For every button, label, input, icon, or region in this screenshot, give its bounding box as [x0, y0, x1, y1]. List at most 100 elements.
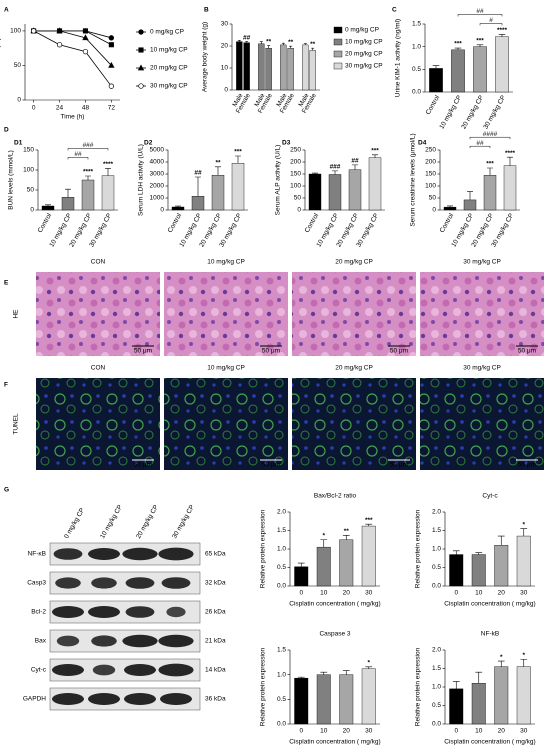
significance-label: ###	[330, 164, 341, 171]
micrograph	[292, 378, 416, 470]
significance-label: **	[344, 528, 350, 535]
x-axis-label: Time (h)	[61, 114, 85, 121]
x-axis-label: Cisplatin concentration ( mg/kg)	[444, 601, 535, 608]
row-label: TUNEL	[13, 413, 20, 435]
y-tick-label: 1.5	[277, 647, 286, 654]
significance-label: *	[522, 652, 525, 659]
error-bar	[342, 670, 350, 675]
x-tick-label: 10	[320, 728, 328, 735]
x-tick-label: 30	[520, 590, 528, 597]
legend-label: 0 mg/kg CP	[345, 27, 379, 34]
legend-label: 20 mg/kg CP	[345, 51, 383, 58]
micrograph	[164, 272, 288, 356]
y-tick-label: 50	[294, 195, 302, 202]
significance-label: ##	[243, 34, 251, 41]
bar	[236, 41, 243, 91]
legend-label: 30 mg/kg CP	[150, 83, 188, 90]
y-tick-label: 150	[23, 147, 34, 154]
scale-bar-label: 50 μm	[390, 348, 408, 355]
y-axis-label: BUN levels (mmol/L)	[8, 150, 15, 210]
error-bar	[365, 666, 373, 669]
error-bar	[195, 176, 201, 197]
blot-strip	[49, 600, 201, 624]
bar	[328, 174, 342, 211]
bar	[443, 206, 457, 211]
bar	[339, 674, 354, 725]
y-tick-label: 50	[27, 187, 35, 194]
marker	[138, 83, 144, 89]
scale-bar-label: 50 μm	[262, 462, 280, 469]
panel-label: D	[4, 127, 9, 134]
bar	[41, 205, 55, 211]
marker	[82, 48, 89, 55]
error-bar	[259, 41, 263, 44]
image-header: 10 mg/kg CP	[207, 259, 245, 266]
x-tick-label: Control	[425, 94, 442, 116]
series-line	[33, 30, 112, 87]
scale-bar-label: 50 μm	[518, 462, 536, 469]
significance-label: ##	[194, 170, 202, 177]
significance-label: **	[266, 38, 272, 45]
legend-swatch	[333, 62, 343, 70]
bar	[265, 48, 272, 91]
y-tick-label: 0.5	[277, 696, 286, 703]
row-label: HE	[13, 309, 20, 319]
bar	[483, 174, 497, 211]
protein-label: Bcl-2	[31, 609, 46, 616]
y-tick-label: 3000	[150, 171, 165, 178]
panel-label: F	[4, 382, 8, 389]
legend-label: 0 mg/kg CP	[150, 29, 184, 36]
marker	[108, 35, 115, 41]
y-tick-label: 100	[290, 183, 301, 190]
bar	[294, 677, 309, 725]
error-bar	[175, 205, 181, 207]
error-bar	[452, 550, 460, 555]
y-tick-label: 250	[290, 147, 301, 154]
y-tick-label: 50	[14, 62, 22, 69]
blot-band	[56, 635, 80, 647]
y-tick-label: 1.5	[432, 527, 441, 534]
bar	[280, 44, 287, 91]
significance-label: *	[522, 521, 525, 528]
error-bar	[332, 170, 338, 175]
error-bar	[372, 154, 378, 158]
significance-label: *	[500, 654, 503, 661]
marker	[30, 28, 37, 34]
error-bar	[235, 155, 241, 164]
bracket-label: ##	[476, 140, 484, 147]
x-tick-label: 0	[32, 105, 36, 112]
bar	[211, 174, 225, 211]
error-bar	[520, 528, 528, 537]
y-tick-label: 50	[429, 195, 437, 202]
y-tick-label: 1.5	[412, 21, 421, 28]
bar	[516, 535, 531, 587]
y-tick-label: 0.5	[432, 702, 441, 709]
legend-label: 30 mg/kg CP	[345, 63, 383, 70]
micrograph	[36, 272, 160, 356]
x-tick-label: 10	[320, 590, 328, 597]
panel-label: D1	[14, 140, 23, 147]
error-bar	[342, 535, 350, 540]
blot-band	[125, 577, 155, 589]
blot-band	[91, 577, 117, 589]
bar	[463, 199, 477, 211]
y-tick-label: 1.5	[277, 527, 286, 534]
protein-label: NF-κB	[28, 551, 46, 558]
x-tick-label: 10	[475, 728, 483, 735]
bar	[243, 42, 250, 91]
y-axis-label: Relative protein expression	[260, 509, 267, 588]
image-header: 20 mg/kg CP	[335, 365, 373, 372]
protein-label: GAPDH	[23, 696, 46, 703]
x-tick-label: 10 mg/kg CP	[438, 94, 463, 130]
bracket	[457, 14, 503, 17]
chart-title: Cyt-c	[482, 493, 498, 500]
y-tick-label: 200	[425, 159, 436, 166]
bar	[294, 566, 309, 587]
marker	[56, 42, 63, 48]
blot-band	[88, 548, 120, 560]
error-bar	[365, 523, 373, 527]
y-tick-label: 0.0	[277, 583, 286, 590]
blot-band	[52, 664, 84, 676]
x-tick-label: Control	[439, 212, 456, 234]
